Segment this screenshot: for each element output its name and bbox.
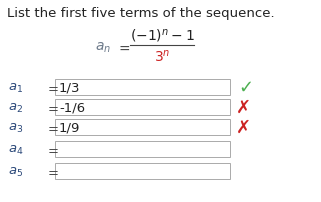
Text: $=$: $=$ xyxy=(45,121,59,134)
Text: $\mathit{a}_{1}$: $\mathit{a}_{1}$ xyxy=(8,81,23,94)
Text: 1/3: 1/3 xyxy=(59,81,81,94)
FancyBboxPatch shape xyxy=(55,163,230,179)
Text: ✗: ✗ xyxy=(236,118,251,136)
FancyBboxPatch shape xyxy=(55,100,230,115)
Text: $\mathit{a}_{3}$: $\mathit{a}_{3}$ xyxy=(8,121,23,134)
Text: 1/9: 1/9 xyxy=(59,121,80,134)
Text: ✗: ✗ xyxy=(236,99,251,116)
Text: $3^n$: $3^n$ xyxy=(154,49,170,65)
Text: $=$: $=$ xyxy=(45,81,59,94)
Text: $\mathit{a}_{5}$: $\mathit{a}_{5}$ xyxy=(8,165,23,178)
FancyBboxPatch shape xyxy=(55,80,230,96)
Text: -1/6: -1/6 xyxy=(59,101,85,114)
Text: $(-1)^n - 1$: $(-1)^n - 1$ xyxy=(130,27,194,44)
Text: $=$: $=$ xyxy=(45,165,59,178)
Text: $=$: $=$ xyxy=(45,143,59,156)
Text: $=$: $=$ xyxy=(116,41,131,55)
Text: $=$: $=$ xyxy=(45,101,59,114)
Text: $\mathit{a}_{4}$: $\mathit{a}_{4}$ xyxy=(8,143,23,156)
Text: $\mathit{a}_{2}$: $\mathit{a}_{2}$ xyxy=(8,101,23,114)
FancyBboxPatch shape xyxy=(55,119,230,135)
FancyBboxPatch shape xyxy=(55,141,230,157)
Text: $\mathit{a_n}$: $\mathit{a_n}$ xyxy=(95,41,111,55)
Text: List the first five terms of the sequence.: List the first five terms of the sequenc… xyxy=(7,6,275,19)
Text: ✓: ✓ xyxy=(238,79,253,97)
